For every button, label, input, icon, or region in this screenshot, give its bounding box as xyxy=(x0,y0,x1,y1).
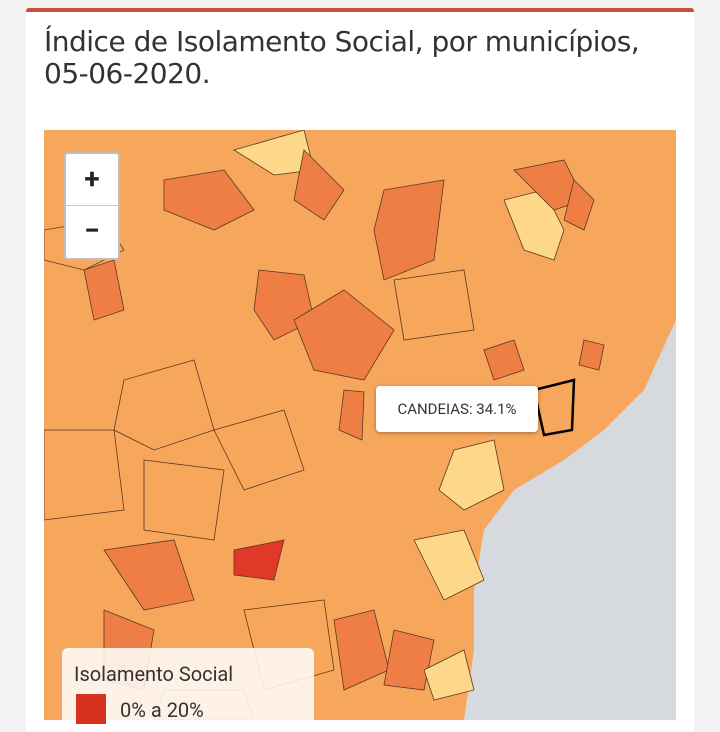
legend: Isolamento Social 0% a 20% xyxy=(62,648,314,728)
map[interactable] xyxy=(44,130,676,720)
zoom-in[interactable]: + xyxy=(66,154,118,206)
title: Índice de Isolamento Social, por municíp… xyxy=(44,25,640,90)
zoom-control: + − xyxy=(64,152,120,260)
legend-item: 0% a 20% xyxy=(120,698,204,722)
legend-title: Isolamento Social xyxy=(74,662,234,686)
zoom-out[interactable]: − xyxy=(84,214,100,247)
legend-swatch xyxy=(76,694,106,724)
map-svg xyxy=(44,130,676,720)
tooltip: CANDEIAS: 34.1% xyxy=(376,386,538,432)
